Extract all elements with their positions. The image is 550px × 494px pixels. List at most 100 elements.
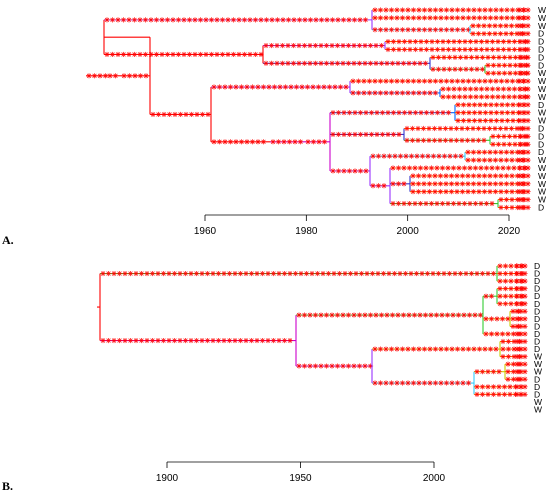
sample-marker bbox=[215, 337, 222, 344]
sample-marker bbox=[411, 200, 419, 207]
sample-marker bbox=[448, 172, 455, 179]
sample-marker bbox=[508, 172, 516, 179]
sample-marker bbox=[303, 270, 310, 277]
sample-marker bbox=[471, 101, 478, 108]
sample-marker bbox=[199, 111, 206, 118]
axis-tick-label: 2000 bbox=[423, 473, 446, 484]
sample-marker bbox=[329, 131, 337, 138]
sample-marker bbox=[373, 109, 381, 116]
sample-marker bbox=[238, 83, 245, 91]
sample-marker bbox=[390, 131, 397, 138]
sample-marker bbox=[202, 16, 210, 23]
sample-marker bbox=[472, 200, 479, 207]
sample-marker bbox=[478, 93, 485, 100]
sample-marker bbox=[443, 14, 450, 21]
sample-marker bbox=[415, 379, 423, 387]
sample-marker bbox=[445, 38, 452, 45]
tip-label: W bbox=[538, 171, 546, 181]
sample-marker bbox=[488, 315, 495, 322]
sample-marker bbox=[221, 138, 229, 145]
sample-marker bbox=[459, 379, 467, 387]
sample-marker bbox=[509, 78, 516, 85]
sample-marker bbox=[509, 14, 516, 21]
sample-marker bbox=[361, 60, 369, 67]
sample-marker bbox=[481, 6, 489, 14]
sample-marker bbox=[460, 311, 468, 319]
sample-marker bbox=[499, 330, 506, 338]
sample-marker bbox=[410, 26, 417, 33]
sample-marker bbox=[495, 368, 503, 375]
sample-marker bbox=[361, 311, 369, 319]
sample-marker bbox=[493, 117, 500, 124]
sample-marker bbox=[306, 362, 314, 370]
axis-tick-label: 2020 bbox=[498, 226, 521, 237]
sample-marker bbox=[412, 109, 419, 116]
sample-marker bbox=[182, 111, 190, 118]
sample-marker bbox=[496, 270, 504, 277]
sample-marker bbox=[186, 51, 193, 58]
tip-marker bbox=[513, 368, 521, 375]
sample-marker bbox=[420, 180, 428, 187]
sample-marker bbox=[286, 138, 293, 145]
sample-marker bbox=[112, 72, 119, 79]
sample-marker bbox=[371, 379, 379, 387]
sample-marker bbox=[420, 137, 427, 144]
sample-marker bbox=[486, 22, 493, 29]
tip-label: D bbox=[538, 45, 544, 55]
sample-marker bbox=[458, 125, 466, 132]
sample-marker bbox=[500, 46, 507, 53]
sample-marker bbox=[235, 16, 243, 23]
tip-marker bbox=[513, 300, 521, 307]
sample-marker bbox=[409, 137, 416, 144]
sample-marker bbox=[434, 46, 441, 53]
sample-marker bbox=[494, 38, 502, 45]
sample-marker bbox=[270, 337, 277, 344]
sample-marker bbox=[458, 137, 466, 144]
sample-marker bbox=[499, 345, 507, 353]
sample-marker bbox=[335, 167, 342, 175]
sample-marker bbox=[461, 200, 468, 207]
sample-marker bbox=[459, 6, 467, 14]
sample-marker bbox=[415, 6, 423, 14]
sample-marker bbox=[257, 16, 265, 23]
sample-marker bbox=[509, 117, 517, 124]
sample-marker bbox=[509, 101, 517, 108]
sample-marker bbox=[494, 85, 502, 93]
tip-marker bbox=[513, 376, 521, 383]
sample-marker bbox=[220, 337, 228, 344]
sample-marker bbox=[213, 51, 221, 58]
sample-marker bbox=[415, 89, 423, 97]
sample-marker bbox=[498, 78, 505, 85]
sample-marker bbox=[337, 83, 344, 91]
sample-marker bbox=[390, 109, 397, 116]
sample-marker bbox=[285, 16, 292, 23]
tip-marker bbox=[513, 285, 521, 292]
sample-marker bbox=[425, 137, 433, 144]
sample-marker bbox=[511, 133, 519, 140]
sample-marker bbox=[423, 109, 430, 116]
sample-marker bbox=[451, 54, 459, 61]
sample-marker bbox=[457, 54, 464, 61]
sample-marker bbox=[198, 270, 206, 277]
sample-marker bbox=[393, 78, 401, 85]
sample-marker bbox=[495, 70, 503, 77]
sample-marker bbox=[339, 311, 347, 319]
sample-marker bbox=[400, 164, 408, 172]
sample-marker bbox=[138, 337, 145, 344]
sample-marker bbox=[254, 83, 262, 91]
tip-label: W bbox=[538, 84, 546, 94]
sample-marker bbox=[155, 111, 162, 118]
sample-marker bbox=[430, 153, 437, 160]
sample-marker bbox=[412, 38, 419, 45]
sample-marker bbox=[400, 60, 407, 67]
sample-marker bbox=[473, 54, 481, 61]
sample-marker bbox=[512, 62, 519, 69]
tip-label: D bbox=[538, 124, 544, 134]
tip-label: D bbox=[534, 374, 540, 384]
sample-marker bbox=[153, 51, 160, 58]
sample-marker bbox=[502, 293, 509, 300]
sample-marker bbox=[377, 345, 384, 353]
sample-marker bbox=[507, 300, 515, 307]
